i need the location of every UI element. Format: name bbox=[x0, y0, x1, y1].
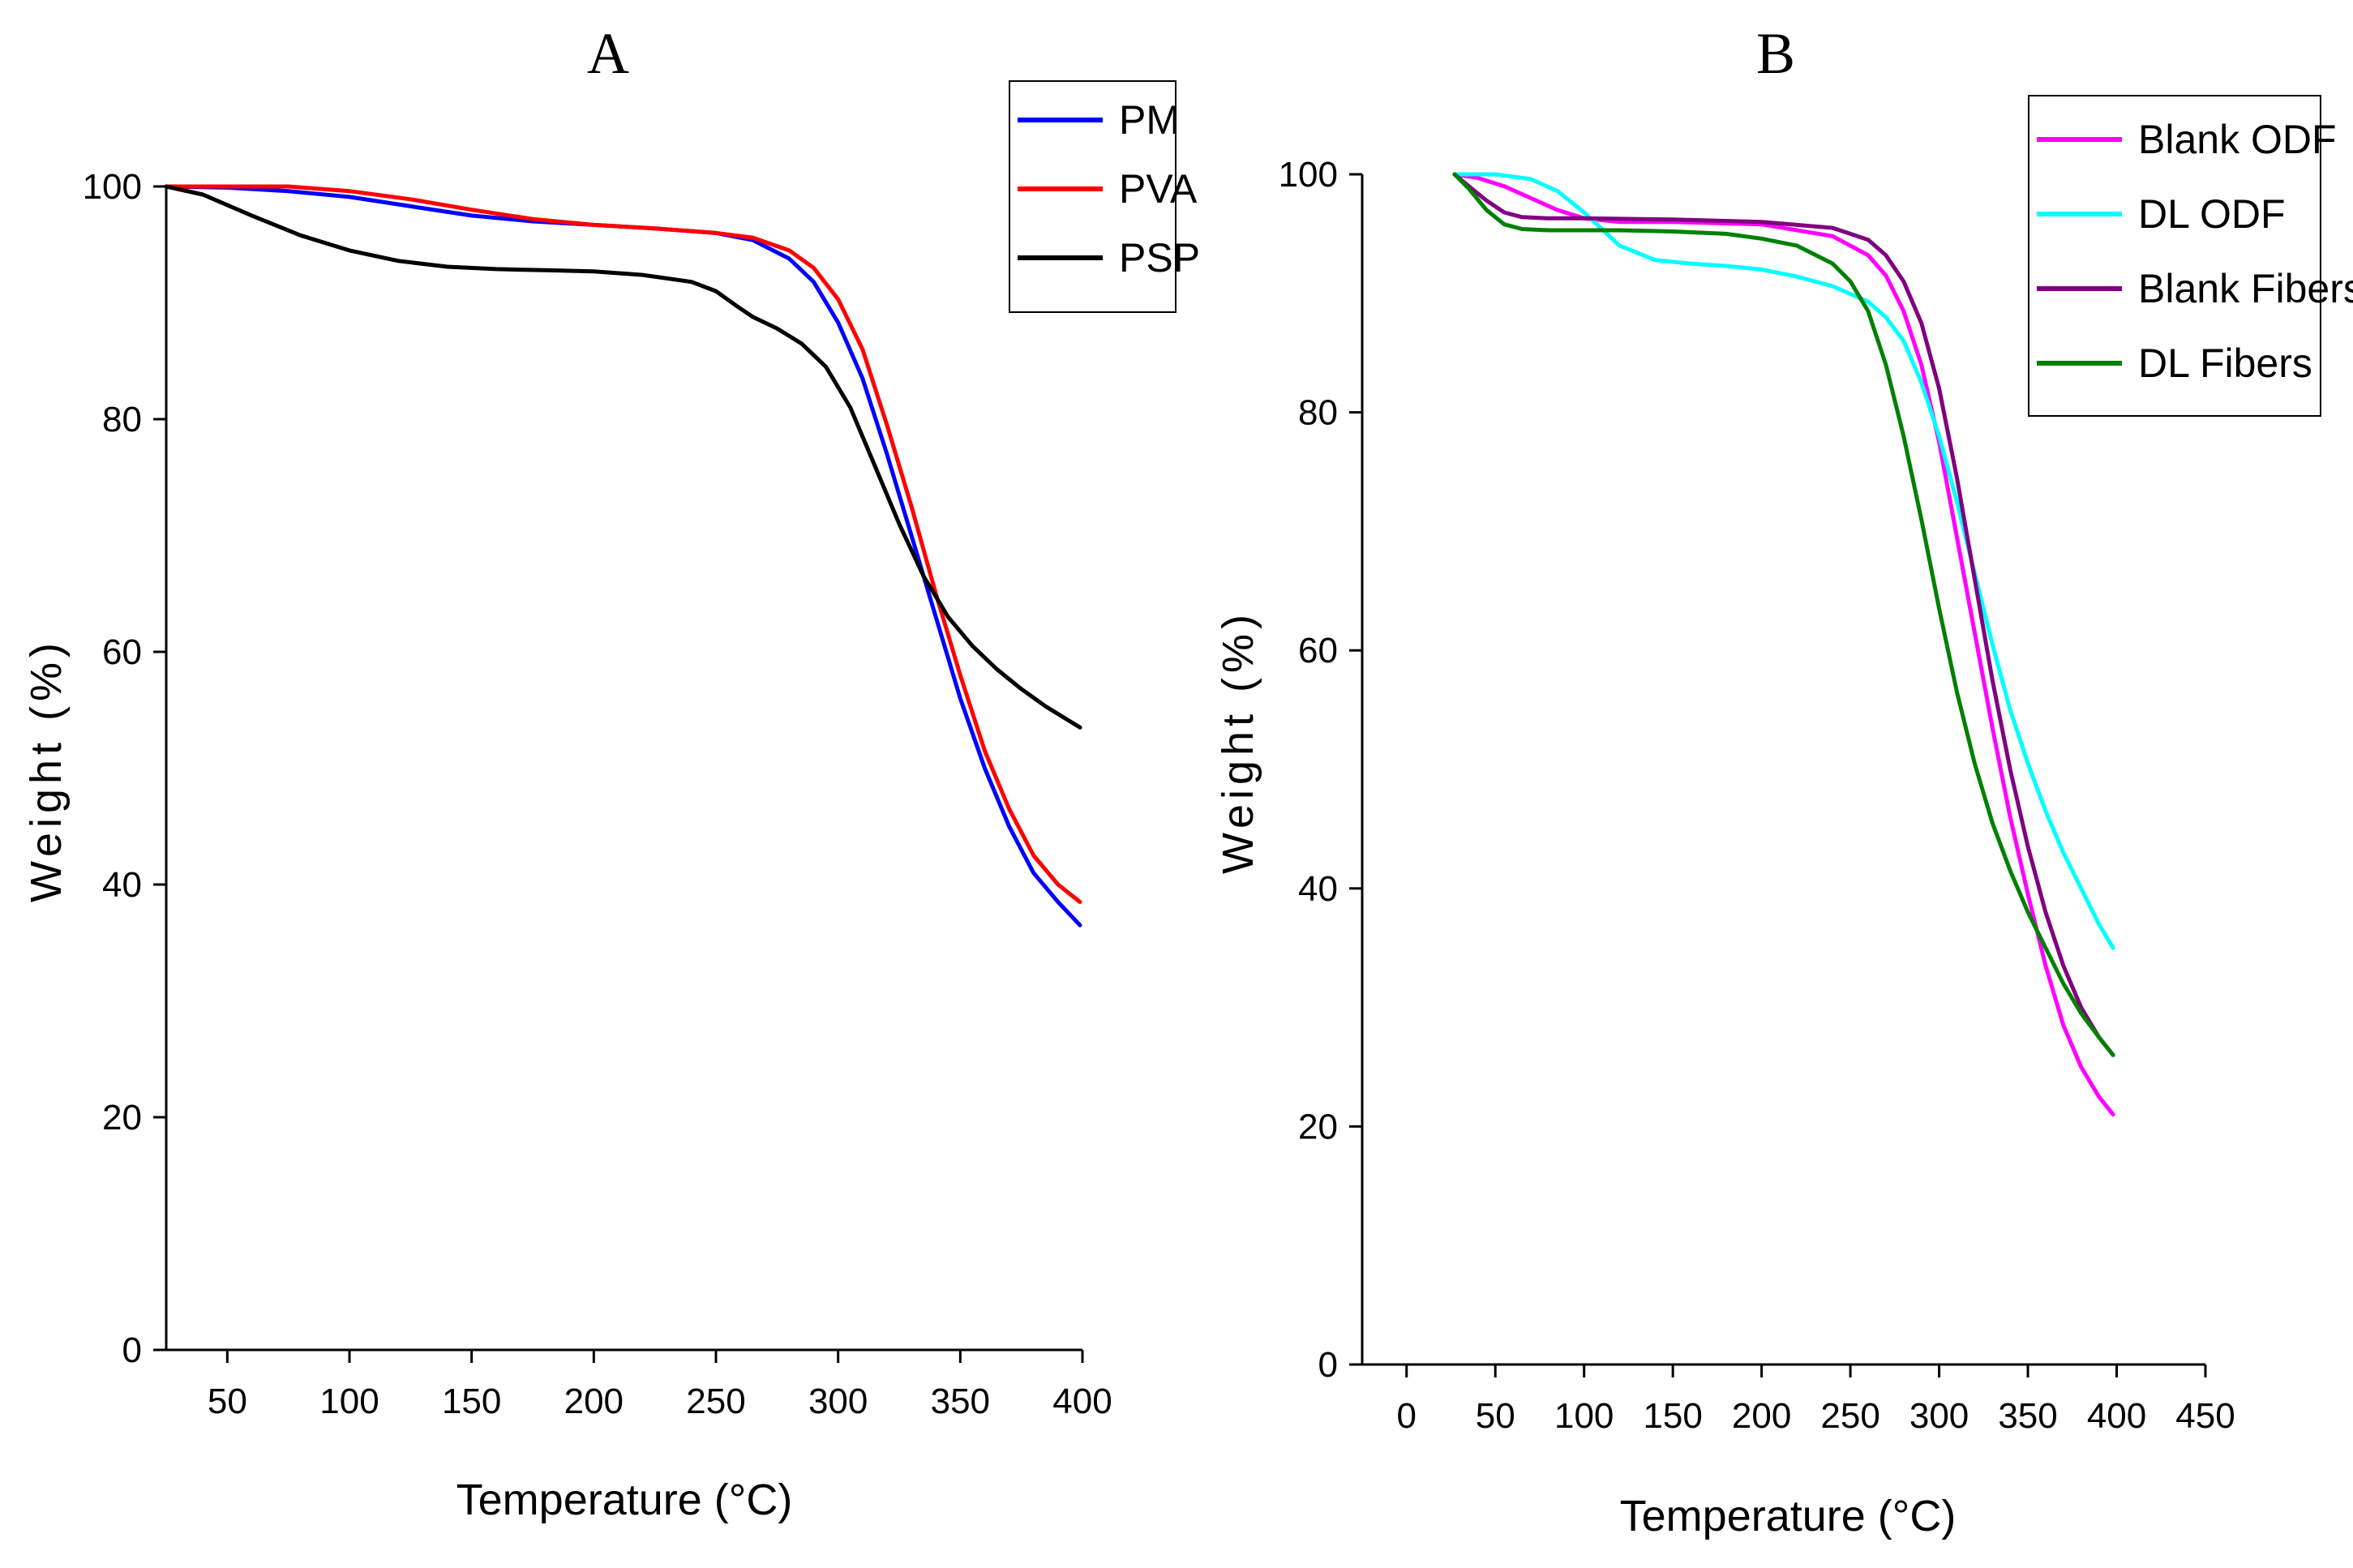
panel-b-y-tick-label: 20 bbox=[1298, 1107, 1338, 1146]
panel-a-x-tick-label: 200 bbox=[564, 1382, 624, 1421]
panel-b-x-tick-label: 350 bbox=[1998, 1396, 2057, 1436]
panel-a-x-tick-label: 100 bbox=[319, 1382, 379, 1421]
panel-b-x-tick-label: 50 bbox=[1476, 1396, 1515, 1436]
panel-b-x-tick-label: 150 bbox=[1643, 1396, 1702, 1436]
panel-b-series-line-dl-odf bbox=[1452, 172, 2115, 950]
panel-b-x-tick-label: 200 bbox=[1732, 1396, 1791, 1436]
panel-b-x-ticks: 0 50 100 150 200 250 300 350 400 450 bbox=[1396, 1365, 2235, 1436]
panel-b-title: B bbox=[1756, 21, 1795, 86]
panel-a-x-ticks: 50 100 150 200 250 300 350 400 bbox=[208, 1350, 1112, 1421]
panel-b-legend-label-blank-odf: Blank ODF bbox=[2138, 117, 2337, 162]
panel-b-x-tick-label: 250 bbox=[1820, 1396, 1879, 1436]
panel-b-series-line-dl-fibers bbox=[1452, 172, 2115, 1057]
panel-a-y-tick-label: 0 bbox=[122, 1330, 142, 1370]
panel-a-x-tick-label: 50 bbox=[208, 1382, 247, 1421]
panel-b-legend-label-dl-fibers: DL Fibers bbox=[2138, 341, 2312, 386]
panel-a-y-tick-label: 100 bbox=[83, 167, 142, 207]
panel-a-y-axis-title: Weight (%) bbox=[22, 638, 71, 902]
panel-a-x-tick-label: 300 bbox=[808, 1382, 868, 1421]
panel-b-y-ticks: 0 20 40 60 80 100 bbox=[1279, 155, 1362, 1385]
panel-b-y-tick-label: 80 bbox=[1298, 393, 1338, 433]
panel-b-y-tick-label: 60 bbox=[1298, 631, 1338, 670]
panel-a-legend: PM PVA PSP bbox=[1009, 80, 1200, 313]
panel-b-y-tick-label: 0 bbox=[1318, 1345, 1338, 1385]
panel-a-chart: A 50 100 150 200 250 300 350 400 0 20 40 60 80 100 T… bbox=[22, 21, 1200, 1524]
panel-b-y-axis-title: Weight (%) bbox=[1214, 610, 1262, 874]
panel-a-axes bbox=[165, 186, 1082, 1352]
panel-a-x-tick-label: 400 bbox=[1052, 1382, 1112, 1421]
panel-a-legend-label-pva: PVA bbox=[1119, 166, 1198, 212]
panel-b-legend-label-dl-odf: DL ODF bbox=[2138, 191, 2286, 237]
panel-b-x-tick-label: 300 bbox=[1909, 1396, 1969, 1436]
panel-b-legend: Blank ODF DL ODF Blank Fibers DL Fibers bbox=[2028, 95, 2353, 417]
panel-a-series-line-psp bbox=[164, 184, 1082, 730]
panel-b-x-axis-title: Temperature (°C) bbox=[1620, 1492, 1957, 1540]
panel-a-x-tick-label: 350 bbox=[931, 1382, 990, 1421]
panel-a-series-line-pm bbox=[164, 184, 1082, 928]
panel-b-series-line-blank-fibers bbox=[1452, 172, 2115, 1057]
panel-b-series-line-blank-odf bbox=[1452, 172, 2115, 1117]
panel-b-x-tick-label: 400 bbox=[2087, 1396, 2146, 1436]
panel-b-chart: B 0 50 100 150 200 250 300 350 400 450 0 20 40 60 80 1… bbox=[1214, 21, 2353, 1540]
panel-b-x-tick-label: 100 bbox=[1554, 1396, 1614, 1436]
panel-a-y-ticks: 0 20 40 60 80 100 bbox=[83, 167, 166, 1370]
panel-a-y-tick-label: 20 bbox=[102, 1098, 142, 1137]
panel-a-x-tick-label: 150 bbox=[442, 1382, 501, 1421]
panel-b-legend-label-blank-fibers: Blank Fibers bbox=[2138, 266, 2353, 311]
panel-b-y-tick-label: 40 bbox=[1298, 869, 1338, 909]
panel-a-legend-label-pm: PM bbox=[1119, 97, 1180, 143]
panel-a-title: A bbox=[587, 21, 629, 86]
panel-a-y-tick-label: 80 bbox=[102, 400, 142, 439]
panel-a-y-tick-label: 40 bbox=[102, 865, 142, 905]
panel-a-x-tick-label: 250 bbox=[686, 1382, 745, 1421]
panel-a-legend-label-psp: PSP bbox=[1119, 235, 1200, 281]
panel-a-x-axis-title: Temperature (°C) bbox=[456, 1476, 793, 1524]
panel-b-series bbox=[1452, 172, 2115, 1117]
panel-b-legend-box bbox=[2028, 95, 2321, 417]
panel-a-y-tick-label: 60 bbox=[102, 632, 142, 672]
panel-b-x-tick-label: 0 bbox=[1396, 1396, 1416, 1436]
panel-b-axes bbox=[1361, 174, 2205, 1366]
panel-a-series-line-pva bbox=[164, 184, 1082, 904]
panel-b-y-tick-label: 100 bbox=[1279, 155, 1338, 195]
panel-a-series bbox=[164, 184, 1082, 928]
panel-b-x-tick-label: 450 bbox=[2175, 1396, 2235, 1436]
